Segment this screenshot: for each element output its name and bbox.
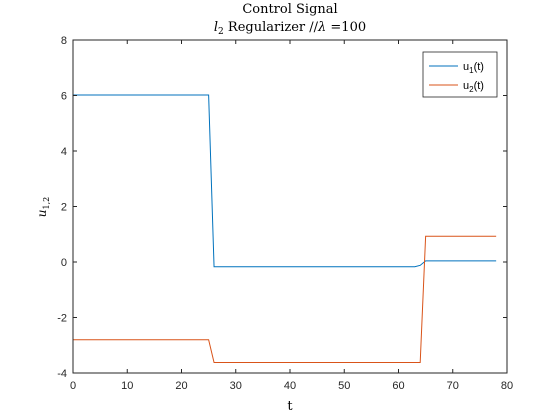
subtitle-lambda-value: =100 xyxy=(326,20,366,35)
series-layer xyxy=(73,94,497,363)
x-tick-label: 40 xyxy=(284,380,296,392)
subtitle-reg-sub: 2 xyxy=(218,27,224,37)
y-tick-label: 6 xyxy=(61,91,67,103)
y-tick-label: -2 xyxy=(57,313,67,325)
y-tick-label: -4 xyxy=(57,368,67,380)
y-axis-label-sub: 1,2 xyxy=(42,197,51,210)
y-tick-label: 8 xyxy=(61,35,67,47)
y-tick-label: 4 xyxy=(61,146,67,158)
legend-label-u2: u2(t) xyxy=(463,80,484,94)
y-axis-label: u1,2 xyxy=(35,197,51,217)
x-tick-label: 30 xyxy=(230,380,242,392)
x-axis-label: t xyxy=(287,399,293,414)
legend-u1-base: u xyxy=(463,61,469,73)
legend-u1-tail: (t) xyxy=(474,61,484,73)
x-tick-label: 80 xyxy=(501,380,513,392)
x-tick-label: 70 xyxy=(447,380,459,392)
ticks-layer: 0 10 20 30 40 50 60 70 80 -4 -2 0 2 4 6 8 xyxy=(57,35,513,392)
y-tick-label: 0 xyxy=(61,257,67,269)
x-tick-label: 60 xyxy=(392,380,404,392)
legend-u1-sub: 1 xyxy=(469,66,474,75)
legend-label-u1: u1(t) xyxy=(463,61,484,75)
x-tick-label: 50 xyxy=(338,380,350,392)
subtitle-reg-text: Regularizer // xyxy=(224,20,319,35)
x-tick-label: 10 xyxy=(121,380,133,392)
legend-u2-base: u xyxy=(463,80,469,92)
x-tick-label: 20 xyxy=(175,380,187,392)
chart-subtitle: l2 Regularizer //λ =100 xyxy=(214,20,366,37)
y-axis-label-symbol: u xyxy=(35,210,49,218)
subtitle-lambda-symbol: λ xyxy=(317,20,326,35)
legend-u2-tail: (t) xyxy=(474,80,484,92)
legend-box xyxy=(422,51,498,98)
y-tick-label: 2 xyxy=(61,202,67,214)
subtitle-reg-symbol: l xyxy=(214,20,218,35)
legend-u2-sub: 2 xyxy=(469,85,474,94)
legend: u1(t) u2(t) xyxy=(422,51,498,98)
x-tick-label: 0 xyxy=(70,380,76,392)
series-line-2 xyxy=(73,235,497,363)
chart-title: Control Signal xyxy=(242,2,337,17)
series-line-1 xyxy=(73,94,497,268)
